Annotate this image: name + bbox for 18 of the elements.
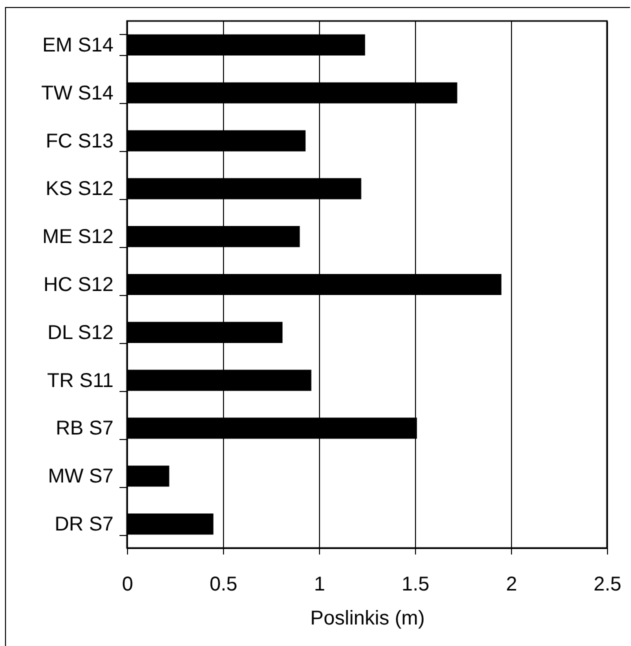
y-tick-label: FC S13: [46, 130, 114, 152]
x-tick-label: 1.5: [402, 574, 430, 596]
y-tick-label: MW S7: [48, 466, 114, 488]
y-tick-label: KS S12: [46, 178, 114, 200]
x-tick-label: 0: [122, 574, 134, 596]
y-tick-label: DR S7: [54, 514, 114, 536]
x-tick-label: 1: [314, 574, 326, 596]
y-tick-label: TW S14: [41, 82, 114, 104]
y-tick-label: TR S11: [47, 370, 114, 392]
y-tick-label: RB S7: [56, 418, 114, 440]
y-tick-label: ME S12: [42, 226, 114, 248]
x-tick-label: 2.5: [594, 574, 622, 596]
y-tick-label: DL S12: [48, 322, 114, 344]
x-tick-label: 2: [506, 574, 518, 596]
y-tick-label: HC S12: [43, 274, 114, 296]
y-tick-label: EM S14: [42, 34, 114, 56]
x-tick-label: 0.5: [210, 574, 238, 596]
x-axis-title: Poslinkis (m): [310, 608, 425, 630]
